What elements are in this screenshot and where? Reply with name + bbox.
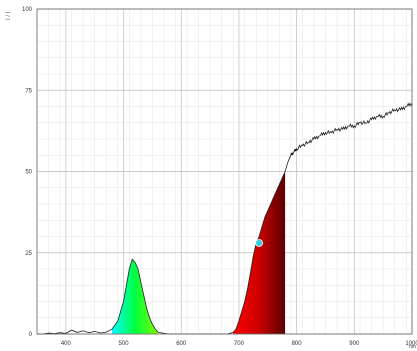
x-tick-label: 500: [119, 341, 130, 347]
y-tick-label: 50: [25, 170, 32, 176]
x-tick-label: 400: [61, 341, 72, 347]
x-tick-label: 900: [349, 341, 360, 347]
x-tick-label: 700: [234, 341, 245, 347]
y-tick-label: 100: [22, 7, 33, 13]
x-tick-label: 800: [292, 341, 303, 347]
y-tick-label: 0: [29, 332, 33, 338]
plot-frame: [36, 8, 413, 335]
y-tick-label: 25: [25, 251, 32, 257]
x-unit-label: nm: [409, 344, 416, 350]
shaded-band-red-band: [233, 171, 286, 334]
y-axis-label: I / I: [6, 11, 12, 20]
circle-marker-icon[interactable]: [255, 239, 264, 247]
y-tick-label: 75: [25, 88, 32, 94]
x-tick-label: 600: [176, 341, 187, 347]
y-tick-labels: 0 25 50 75 100: [22, 7, 33, 338]
shaded-bands: [112, 171, 286, 334]
shaded-band-visible-band: [112, 259, 159, 334]
